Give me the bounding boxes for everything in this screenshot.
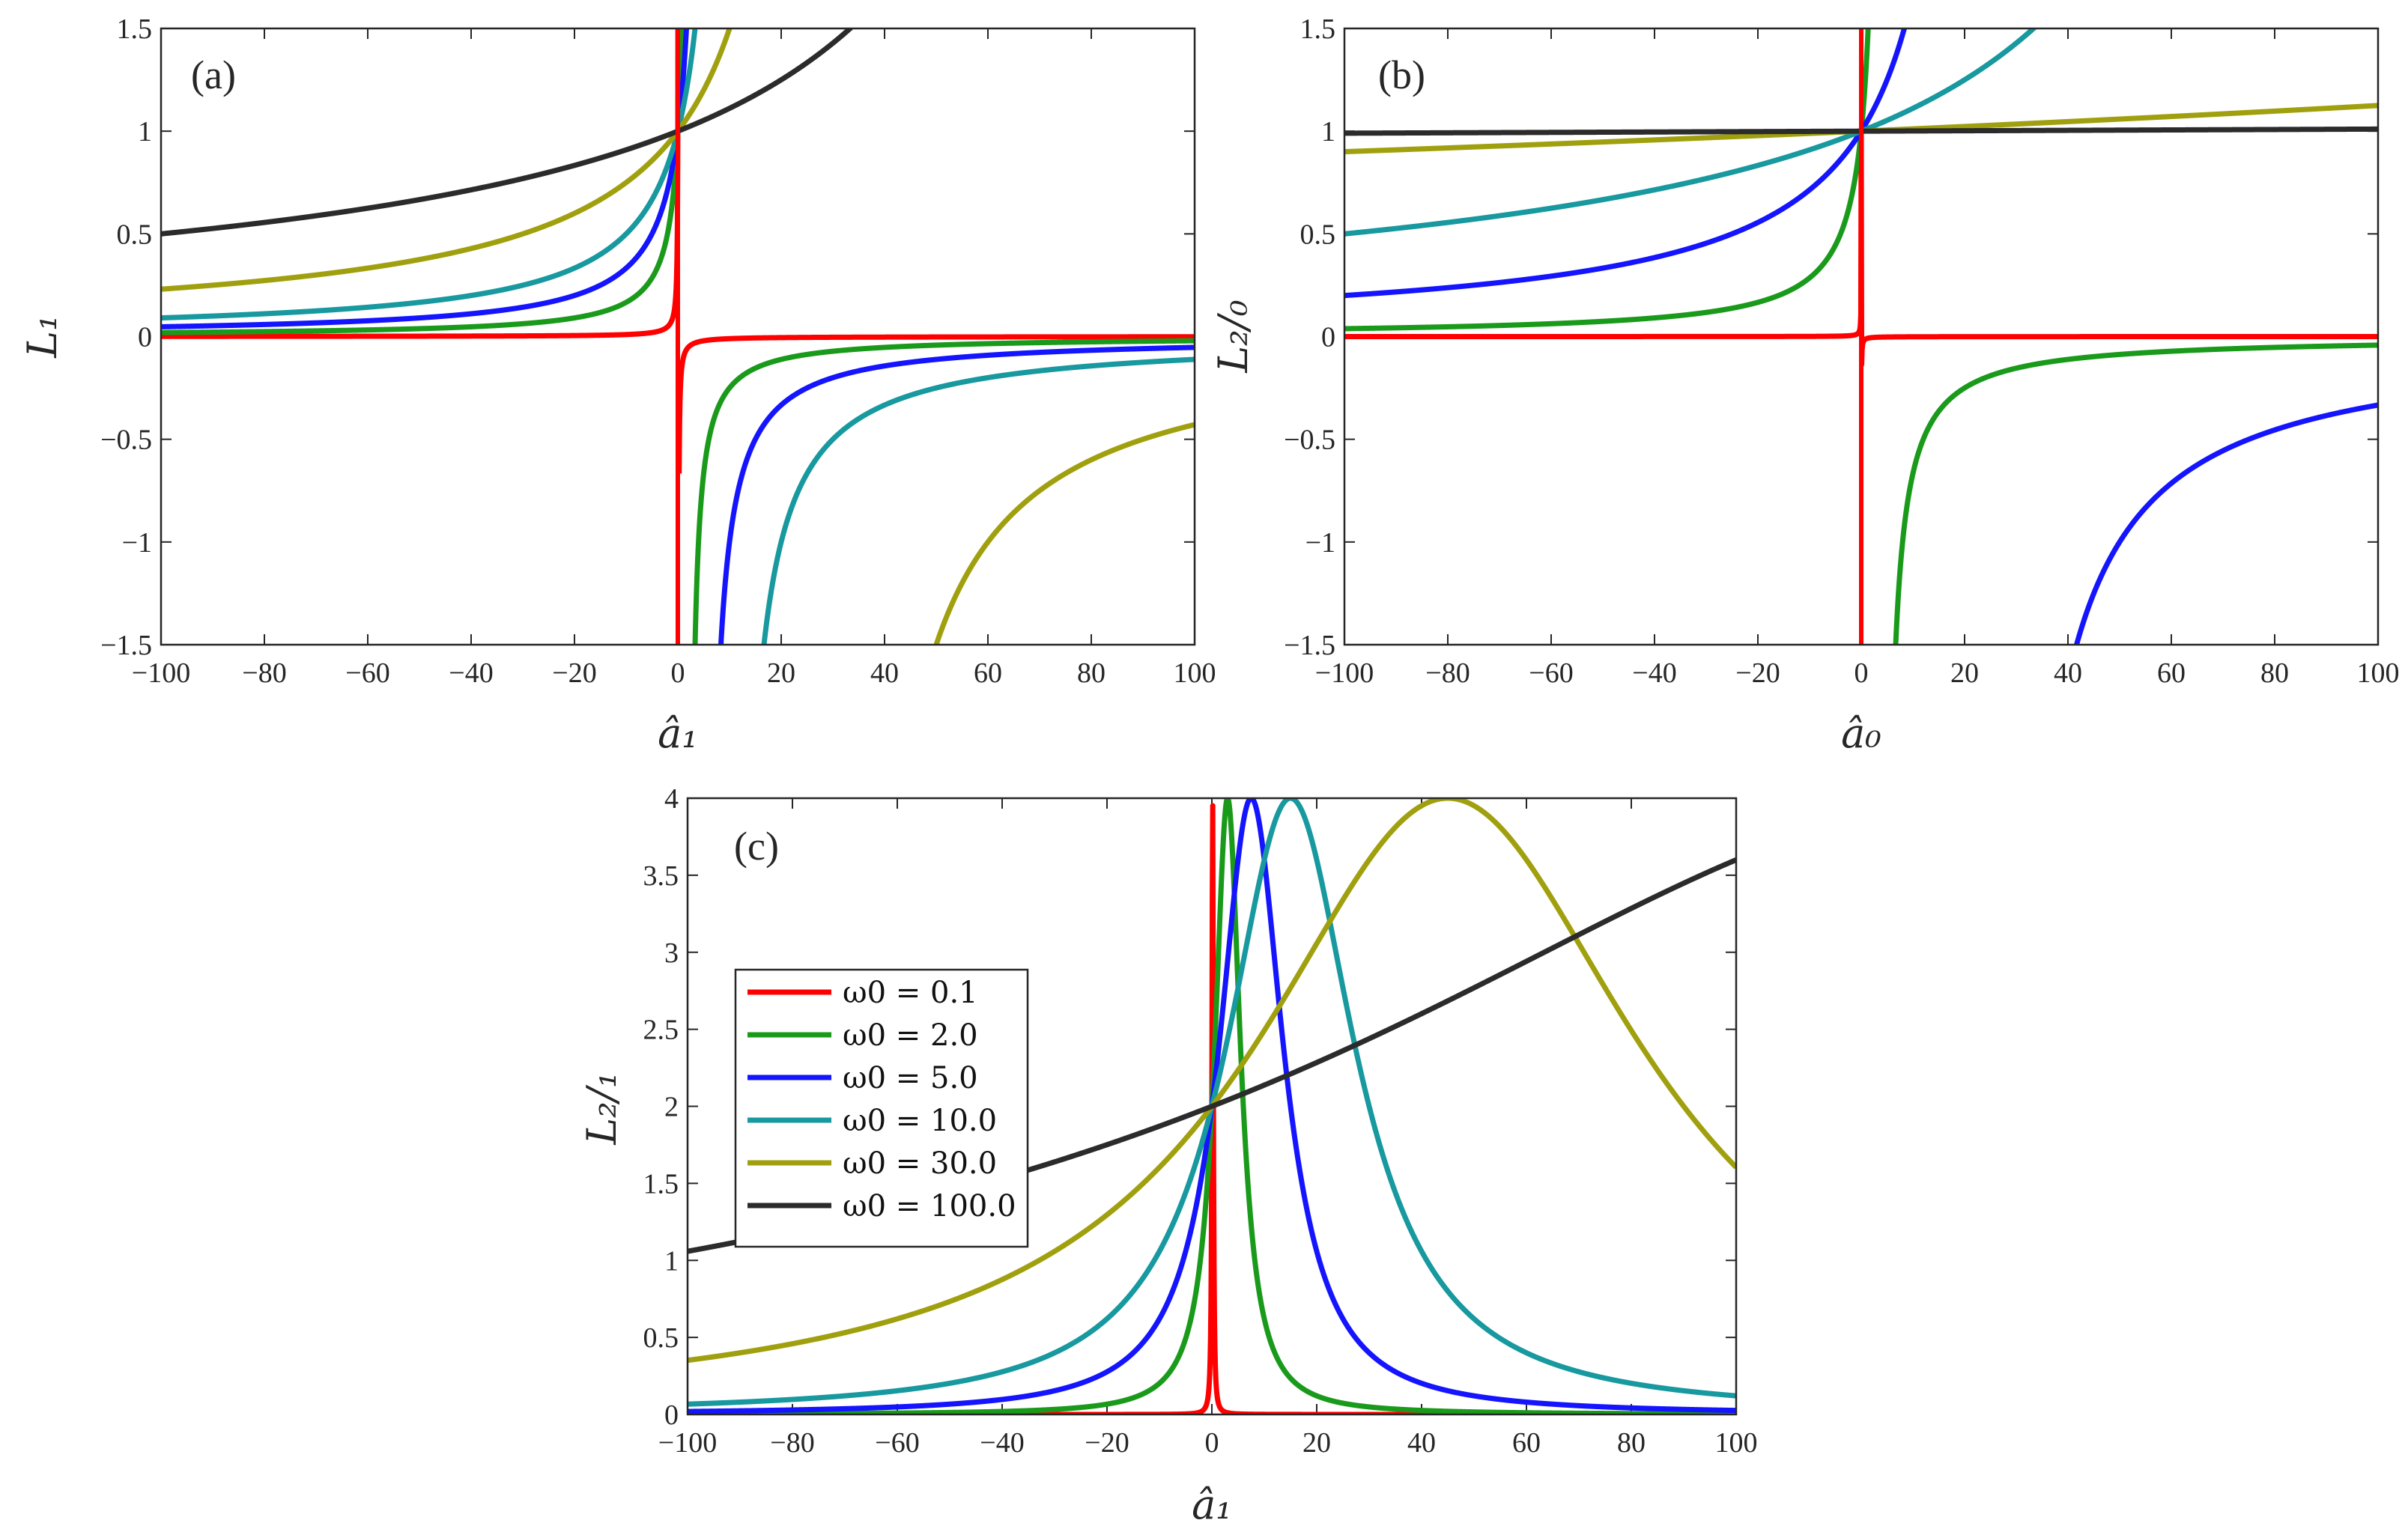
panel-c-xlabel: â₁ bbox=[1192, 1481, 1232, 1528]
panel-c-ytick-label: 0 bbox=[664, 1399, 679, 1431]
panel-a-frame bbox=[160, 27, 1196, 646]
panel-a-xtick-label: −20 bbox=[552, 657, 596, 689]
panel-c-frame bbox=[686, 797, 1738, 1416]
panel-b-ytick-label: −1 bbox=[1305, 527, 1335, 559]
series-line bbox=[161, 28, 1195, 645]
panel-b-series bbox=[1344, 28, 2378, 645]
panel-c-ytick-label: 3.5 bbox=[643, 860, 679, 892]
panel-c-ytick-label: 1.5 bbox=[643, 1168, 679, 1200]
panel-c-ytick-label: 1 bbox=[664, 1245, 679, 1277]
panel-c-xtick-label: 60 bbox=[1512, 1427, 1541, 1459]
panel-a-xtick-label: 0 bbox=[671, 657, 685, 689]
legend-entries: ω0 = 0.1 ω0 = 2.0 ω0 = 5.0 ω0 = 10.0 ω0 = 30… bbox=[747, 976, 1016, 1224]
panel-b-frame bbox=[1343, 27, 2380, 646]
panel-a-ytick-label: 0 bbox=[138, 322, 152, 353]
panel-a: −100 −80 −60 −40 −20 0 20 40 60 80 100 −1.5 −1 −0.5 0 0… bbox=[19, 13, 1216, 757]
panel-a-xtick-label: −80 bbox=[242, 657, 286, 689]
panel-c-xtick-label: −100 bbox=[658, 1427, 717, 1459]
panel-c-ytick-label: 4 bbox=[664, 783, 679, 815]
panel-b: −100 −80 −60 −40 −20 0 20 40 60 80 100 −1.5 −1 −0.5 0 0… bbox=[1210, 13, 2400, 757]
panel-b-xtick-label: −100 bbox=[1315, 657, 1374, 689]
panel-b-xtick-label: 40 bbox=[2054, 657, 2082, 689]
panel-a-xtick-label: 80 bbox=[1077, 657, 1106, 689]
panel-a-ytick-label: −1 bbox=[122, 527, 152, 559]
panel-c-xtick-label: −40 bbox=[980, 1427, 1024, 1459]
panel-c-xtick-label: −60 bbox=[875, 1427, 919, 1459]
panel-a-xtick-label: 20 bbox=[767, 657, 795, 689]
panel-c-ytick-label: 0.5 bbox=[643, 1322, 679, 1354]
panel-c-xtick-label: −20 bbox=[1085, 1427, 1129, 1459]
panel-c-tag: (c) bbox=[734, 824, 779, 869]
panel-a-xlabel: â₁ bbox=[658, 710, 698, 757]
series-line bbox=[1344, 28, 2378, 645]
panel-a-xtick-label: −60 bbox=[345, 657, 389, 689]
legend-label: ω0 = 5.0 bbox=[843, 1061, 978, 1095]
panel-b-ytick-label: 0 bbox=[1321, 322, 1335, 353]
panel-c-ticks: −100 −80 −60 −40 −20 0 20 40 60 80 100 0 0.5 1 1.5 2 2.5… bbox=[643, 783, 1758, 1459]
panel-b-ylabel: L₂/₀ bbox=[1210, 300, 1257, 373]
panel-b-xtick-label: −40 bbox=[1632, 657, 1676, 689]
panel-c-xtick-label: 0 bbox=[1205, 1427, 1219, 1459]
legend: ω0 = 0.1 ω0 = 2.0 ω0 = 5.0 ω0 = 10.0 ω0 = 30… bbox=[734, 968, 1029, 1248]
panel-b-tag: (b) bbox=[1378, 52, 1425, 97]
series-line bbox=[161, 28, 1195, 645]
panel-b-xtick-label: −80 bbox=[1425, 657, 1470, 689]
panel-b-ytick-label: 1 bbox=[1321, 116, 1335, 148]
legend-entry: ω0 = 100.0 bbox=[747, 1189, 1016, 1224]
panel-a-xtick-label: 60 bbox=[974, 657, 1002, 689]
panel-c-xtick-label: 100 bbox=[1715, 1427, 1758, 1459]
panel-a-ytick-label: 1 bbox=[138, 116, 152, 148]
series-line bbox=[1344, 28, 2378, 645]
panel-b-xtick-label: 20 bbox=[1950, 657, 1979, 689]
panel-a-xtick-label: 100 bbox=[1174, 657, 1216, 689]
legend-entry: ω0 = 2.0 bbox=[747, 1018, 978, 1053]
legend-entry: ω0 = 30.0 bbox=[747, 1146, 997, 1181]
panel-a-ytick-label: −1.5 bbox=[100, 630, 152, 661]
panel-b-xtick-label: 80 bbox=[2260, 657, 2289, 689]
panel-b-xtick-label: 60 bbox=[2157, 657, 2186, 689]
panel-c-ytick-label: 2 bbox=[664, 1092, 679, 1123]
panel-c-xtick-label: 40 bbox=[1407, 1427, 1436, 1459]
legend-label: ω0 = 30.0 bbox=[843, 1146, 997, 1181]
panel-c-xtick-label: 80 bbox=[1617, 1427, 1646, 1459]
panel-a-xtick-label: −100 bbox=[132, 657, 190, 689]
panel-a-ticks: −100 −80 −60 −40 −20 0 20 40 60 80 100 −1.5 −1 −0.5 0 0… bbox=[100, 13, 1216, 689]
panel-b-xtick-label: 0 bbox=[1854, 657, 1869, 689]
panel-a-ytick-label: 1.5 bbox=[117, 13, 153, 45]
panel-c-ytick-label: 3 bbox=[664, 937, 679, 969]
panel-b-ytick-label: 1.5 bbox=[1300, 13, 1336, 45]
panel-c-xtick-label: −80 bbox=[770, 1427, 814, 1459]
legend-box bbox=[734, 968, 1029, 1248]
panel-b-xtick-label: −20 bbox=[1735, 657, 1780, 689]
panel-c-ytick-label: 2.5 bbox=[643, 1015, 679, 1046]
panel-b-ticks: −100 −80 −60 −40 −20 0 20 40 60 80 100 −1.5 −1 −0.5 0 0… bbox=[1284, 13, 2399, 689]
panel-c-xtick-label: 20 bbox=[1302, 1427, 1331, 1459]
panel-b-xtick-label: 100 bbox=[2357, 657, 2400, 689]
panel-a-tag: (a) bbox=[191, 52, 236, 97]
panel-b-ytick-label: −1.5 bbox=[1284, 630, 1335, 661]
panel-a-ylabel: L₁ bbox=[19, 314, 66, 359]
series-line bbox=[161, 28, 1195, 474]
panel-b-ytick-label: −0.5 bbox=[1284, 425, 1335, 456]
legend-label: ω0 = 2.0 bbox=[843, 1018, 978, 1053]
panel-a-ytick-label: 0.5 bbox=[117, 219, 153, 250]
series-line bbox=[161, 28, 1195, 645]
panel-b-xlabel: â₀ bbox=[1841, 710, 1881, 757]
panel-b-ytick-label: 0.5 bbox=[1300, 219, 1336, 250]
panel-a-xtick-label: 40 bbox=[870, 657, 899, 689]
series-line bbox=[161, 28, 1195, 645]
legend-label: ω0 = 0.1 bbox=[843, 976, 978, 1010]
legend-label: ω0 = 100.0 bbox=[843, 1189, 1016, 1224]
panel-c-ylabel: L₂/₁ bbox=[578, 1072, 625, 1145]
legend-entry: ω0 = 5.0 bbox=[747, 1061, 978, 1095]
panel-b-xtick-label: −60 bbox=[1529, 657, 1573, 689]
panel-c: −100 −80 −60 −40 −20 0 20 40 60 80 100 0 0.5 1 1.5 2 2.5… bbox=[578, 783, 1758, 1528]
panel-a-series bbox=[161, 28, 1195, 645]
legend-entry: ω0 = 10.0 bbox=[747, 1104, 997, 1138]
legend-label: ω0 = 10.0 bbox=[843, 1104, 997, 1138]
panel-a-ytick-label: −0.5 bbox=[100, 425, 152, 456]
legend-entry: ω0 = 0.1 bbox=[747, 976, 978, 1010]
panel-a-xtick-label: −40 bbox=[449, 657, 493, 689]
